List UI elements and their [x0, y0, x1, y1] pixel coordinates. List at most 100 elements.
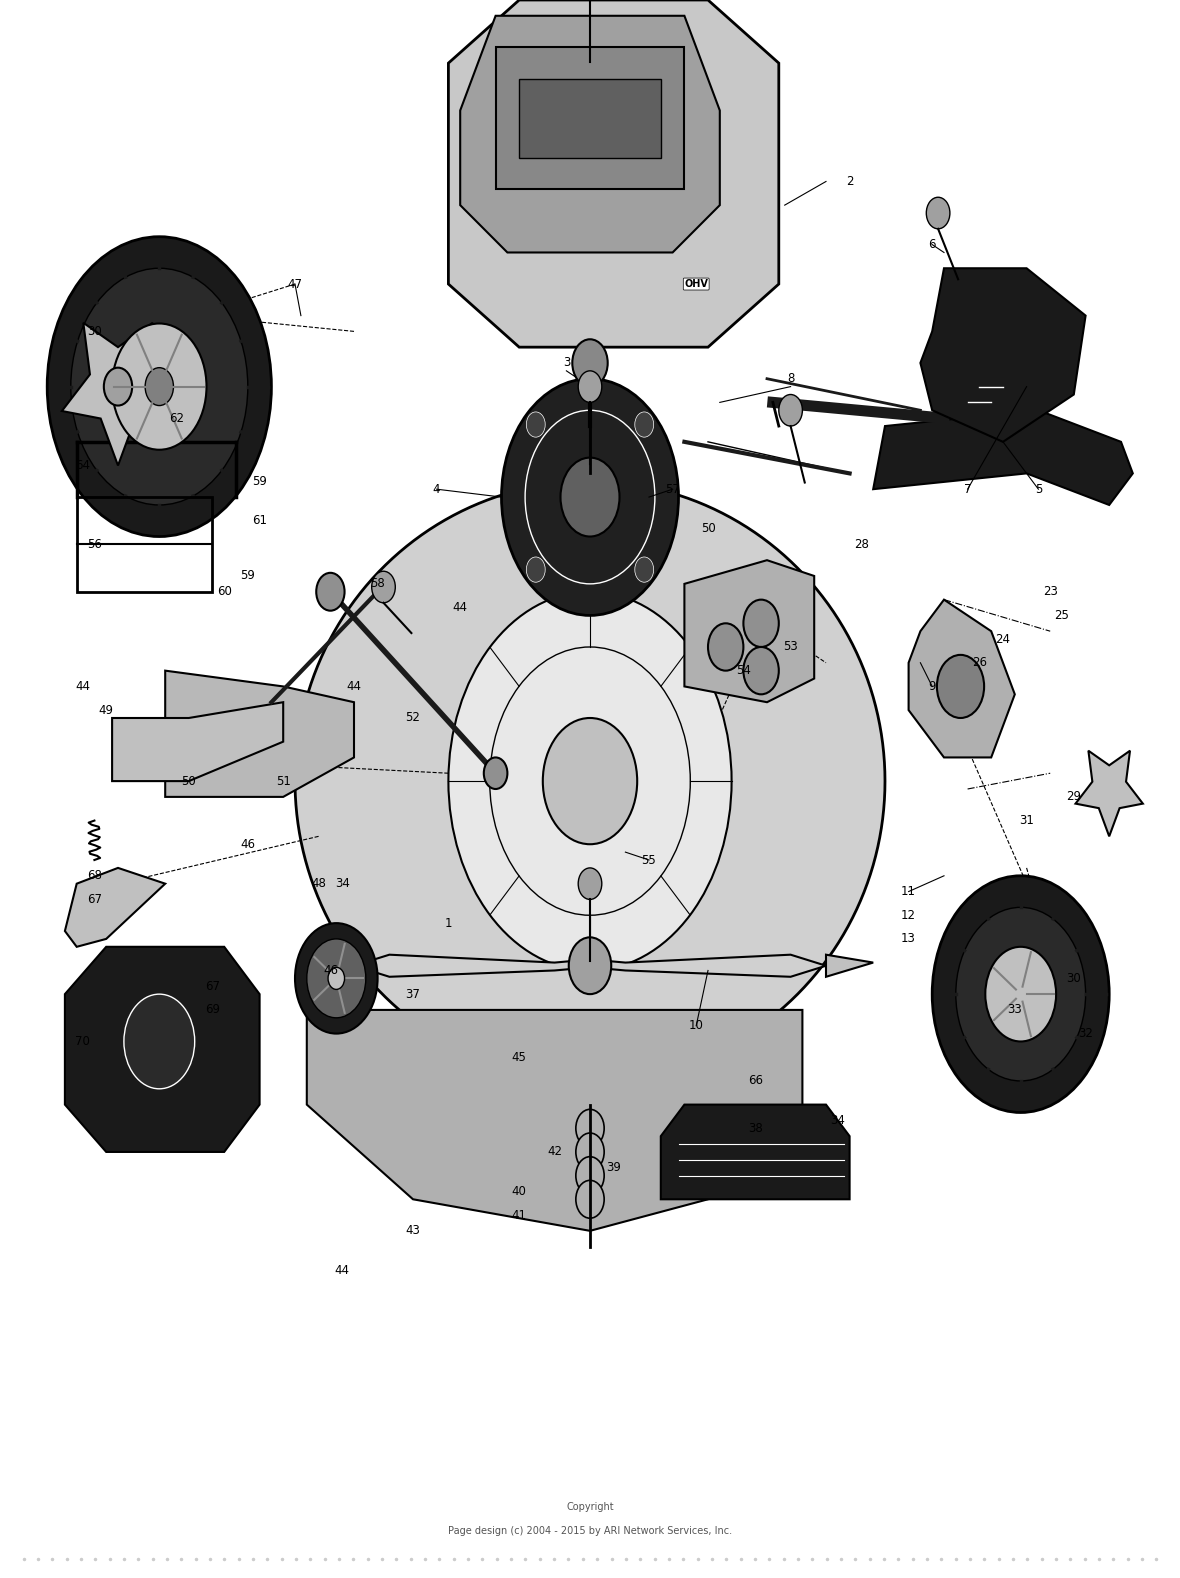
Circle shape [779, 394, 802, 426]
Text: 59: 59 [241, 570, 255, 582]
Circle shape [316, 573, 345, 611]
Text: 51: 51 [276, 775, 290, 787]
Circle shape [295, 923, 378, 1034]
Text: 70: 70 [76, 1035, 90, 1048]
Text: 7: 7 [964, 483, 971, 495]
Text: Page design (c) 2004 - 2015 by ARI Network Services, Inc.: Page design (c) 2004 - 2015 by ARI Netwo… [448, 1526, 732, 1535]
Circle shape [526, 557, 545, 582]
Polygon shape [354, 955, 826, 977]
Text: FixItSam: FixItSam [514, 759, 666, 787]
Circle shape [526, 412, 545, 437]
Circle shape [576, 1133, 604, 1171]
Circle shape [743, 647, 779, 694]
Circle shape [104, 368, 132, 406]
Polygon shape [65, 868, 165, 947]
Text: Copyright: Copyright [566, 1502, 614, 1512]
Text: 44: 44 [453, 601, 467, 614]
Polygon shape [307, 1010, 802, 1231]
Circle shape [372, 571, 395, 603]
Text: 30: 30 [1067, 972, 1081, 985]
Text: 12: 12 [902, 909, 916, 922]
Text: 13: 13 [902, 933, 916, 945]
Polygon shape [661, 1105, 850, 1199]
Text: 44: 44 [347, 680, 361, 693]
Circle shape [578, 371, 602, 402]
Polygon shape [909, 600, 1015, 757]
Text: 31: 31 [1020, 814, 1034, 827]
Text: 46: 46 [241, 838, 255, 851]
Text: 57: 57 [666, 483, 680, 495]
Text: 4: 4 [433, 483, 440, 495]
Circle shape [937, 655, 984, 718]
Bar [496, 47, 684, 189]
Text: 38: 38 [748, 1122, 762, 1135]
Circle shape [926, 197, 950, 229]
Text: 6: 6 [929, 238, 936, 251]
Text: OHV: OHV [684, 279, 708, 289]
Circle shape [560, 458, 620, 537]
Text: 39: 39 [607, 1161, 621, 1174]
Text: 58: 58 [371, 578, 385, 590]
Text: 34: 34 [335, 877, 349, 890]
Circle shape [328, 967, 345, 989]
Text: 49: 49 [99, 704, 113, 716]
Circle shape [708, 623, 743, 671]
Polygon shape [112, 702, 283, 781]
Circle shape [956, 907, 1086, 1081]
Text: 47: 47 [288, 278, 302, 290]
Circle shape [502, 379, 678, 615]
Text: 40: 40 [512, 1185, 526, 1198]
Text: 56: 56 [87, 538, 101, 551]
Text: 8: 8 [787, 372, 794, 385]
Text: 25: 25 [1055, 609, 1069, 622]
Text: 10: 10 [689, 1019, 703, 1032]
Text: 41: 41 [512, 1209, 526, 1221]
Text: 3: 3 [563, 357, 570, 369]
Text: 23: 23 [1043, 585, 1057, 598]
Text: 5: 5 [1035, 483, 1042, 495]
Text: 32: 32 [1079, 1027, 1093, 1040]
Circle shape [635, 412, 654, 437]
Circle shape [543, 718, 637, 844]
Text: 11: 11 [902, 885, 916, 898]
Circle shape [145, 368, 173, 406]
Text: 69: 69 [205, 1004, 219, 1016]
Text: 33: 33 [1008, 1004, 1022, 1016]
Circle shape [743, 600, 779, 647]
Text: 45: 45 [512, 1051, 526, 1064]
Circle shape [307, 939, 366, 1018]
Polygon shape [1075, 751, 1143, 836]
Polygon shape [307, 955, 354, 977]
Polygon shape [65, 947, 260, 1152]
Text: 1: 1 [445, 917, 452, 929]
Polygon shape [460, 16, 720, 252]
Text: 68: 68 [87, 869, 101, 882]
Circle shape [932, 876, 1109, 1112]
Text: 43: 43 [406, 1225, 420, 1237]
Text: 67: 67 [205, 980, 219, 993]
Text: 24: 24 [996, 633, 1010, 645]
Circle shape [124, 994, 195, 1089]
Circle shape [47, 237, 271, 537]
Polygon shape [684, 560, 814, 702]
Polygon shape [873, 410, 1133, 505]
Circle shape [484, 757, 507, 789]
Text: 59: 59 [253, 475, 267, 488]
Text: 53: 53 [784, 641, 798, 653]
Circle shape [448, 592, 732, 970]
Polygon shape [165, 671, 354, 797]
Text: 64: 64 [76, 459, 90, 472]
Text: 62: 62 [170, 412, 184, 424]
Bar [519, 79, 661, 158]
Text: 50: 50 [182, 775, 196, 787]
Text: 34: 34 [831, 1114, 845, 1127]
Polygon shape [295, 481, 885, 1081]
Text: 60: 60 [217, 585, 231, 598]
Circle shape [569, 937, 611, 994]
Text: 50: 50 [701, 522, 715, 535]
Text: 29: 29 [1067, 791, 1081, 803]
Circle shape [985, 947, 1056, 1041]
Text: 9: 9 [929, 680, 936, 693]
Text: 30: 30 [87, 325, 101, 338]
Text: 26: 26 [972, 656, 986, 669]
